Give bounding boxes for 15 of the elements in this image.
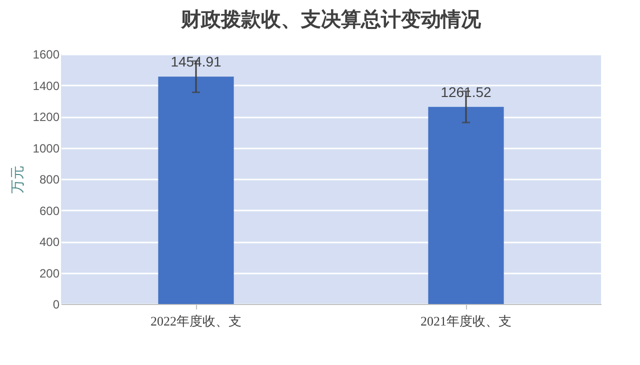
y-tick-label: 1200 <box>32 110 60 124</box>
y-tick-label: 400 <box>39 235 60 249</box>
y-tick-label: 1400 <box>32 78 60 93</box>
y-tick-label: 600 <box>39 204 60 218</box>
x-tick-label: 2021年度收、支 <box>420 314 512 328</box>
y-tick-label: 1600 <box>32 48 60 62</box>
y-tick-label: 800 <box>39 172 60 186</box>
x-tick-label: 2022年度收、支 <box>150 314 242 328</box>
data-label: 1261.52 <box>440 84 492 100</box>
data-label: 1454.91 <box>170 54 222 70</box>
chart-title: 财政拨款收、支决算总计变动情况 <box>180 8 482 31</box>
y-tick-label: 1000 <box>32 141 60 156</box>
y-tick-label: 0 <box>52 298 60 312</box>
y-tick-label: 200 <box>39 266 60 280</box>
y-axis-title: 万元 <box>10 166 26 194</box>
